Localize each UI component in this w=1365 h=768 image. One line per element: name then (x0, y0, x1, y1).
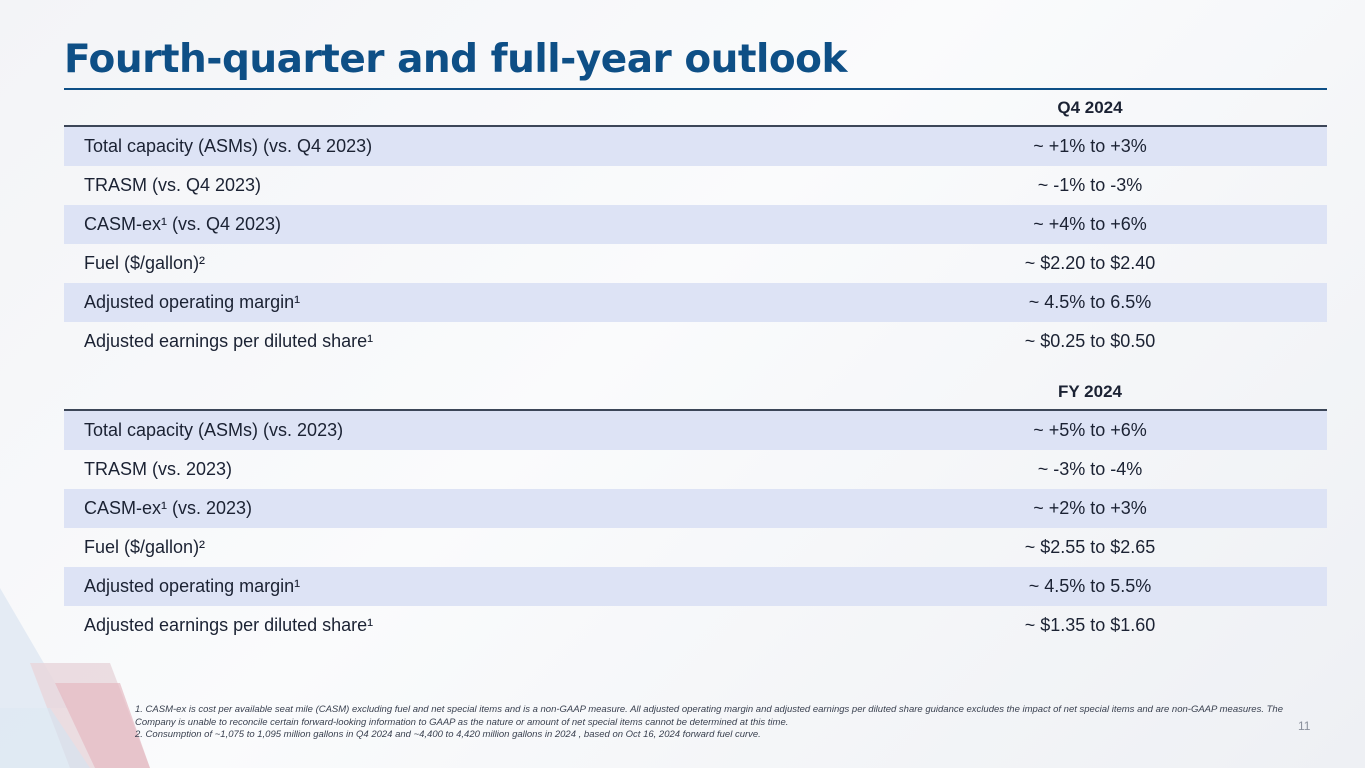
metric-label: Adjusted operating margin¹ (84, 292, 301, 312)
page-title: Fourth-quarter and full-year outlook (64, 37, 847, 82)
metric-value: ~ $2.20 to $2.40 (1024, 253, 1156, 273)
table-row: Total capacity (ASMs) (vs. Q4 2023) ~ +1… (64, 127, 1327, 166)
footnote-1: 1. CASM-ex is cost per available seat mi… (135, 704, 1283, 728)
period-header: FY 2024 (64, 374, 1327, 411)
title-divider (64, 88, 1327, 90)
metric-label: Adjusted operating margin¹ (84, 576, 301, 596)
footnotes: 1. CASM-ex is cost per available seat mi… (135, 704, 1285, 742)
table-row: Fuel ($/gallon)² ~ $2.20 to $2.40 (64, 244, 1327, 283)
metric-value: ~ +2% to +3% (1033, 498, 1147, 518)
metric-value: ~ -1% to -3% (1037, 175, 1143, 195)
table-row: Adjusted earnings per diluted share¹ ~ $… (64, 322, 1327, 361)
metric-value: ~ +5% to +6% (1033, 420, 1147, 440)
metric-label: Adjusted earnings per diluted share¹ (84, 615, 374, 635)
table-row: Adjusted earnings per diluted share¹ ~ $… (64, 606, 1327, 645)
table-row: TRASM (vs. 2023) ~ -3% to -4% (64, 450, 1327, 489)
table-row: Fuel ($/gallon)² ~ $2.55 to $2.65 (64, 528, 1327, 567)
metric-value: ~ +4% to +6% (1033, 214, 1147, 234)
metric-label: CASM-ex¹ (vs. Q4 2023) (84, 214, 282, 234)
metric-label: TRASM (vs. 2023) (84, 459, 233, 479)
outlook-section-fy: FY 2024 Total capacity (ASMs) (vs. 2023)… (64, 374, 1327, 645)
metric-label: Fuel ($/gallon)² (84, 253, 206, 273)
metric-label: TRASM (vs. Q4 2023) (84, 175, 262, 195)
period-header: Q4 2024 (64, 90, 1327, 127)
metric-label: Total capacity (ASMs) (vs. 2023) (84, 420, 344, 440)
metric-value: ~ $2.55 to $2.65 (1024, 537, 1156, 557)
metric-label: Adjusted earnings per diluted share¹ (84, 331, 374, 351)
page-number: 11 (1298, 719, 1311, 733)
metric-label: CASM-ex¹ (vs. 2023) (84, 498, 253, 518)
table-row: Adjusted operating margin¹ ~ 4.5% to 6.5… (64, 283, 1327, 322)
metric-value: ~ $1.35 to $1.60 (1024, 615, 1156, 635)
section-gap (64, 361, 1327, 374)
metric-value: ~ 4.5% to 5.5% (1028, 576, 1152, 596)
outlook-section-q4: Q4 2024 Total capacity (ASMs) (vs. Q4 20… (64, 90, 1327, 361)
table-row: Total capacity (ASMs) (vs. 2023) ~ +5% t… (64, 411, 1327, 450)
table-row: CASM-ex¹ (vs. 2023) ~ +2% to +3% (64, 489, 1327, 528)
metric-value: ~ +1% to +3% (1033, 136, 1147, 156)
period-label: Q4 2024 (1057, 97, 1123, 117)
footnote-2: 2. Consumption of ~1,075 to 1,095 millio… (135, 729, 761, 740)
metric-label: Fuel ($/gallon)² (84, 537, 206, 557)
outlook-table: Q4 2024 Total capacity (ASMs) (vs. Q4 20… (64, 90, 1327, 645)
table-row: Adjusted operating margin¹ ~ 4.5% to 5.5… (64, 567, 1327, 606)
brand-decoration (0, 588, 150, 768)
metric-value: ~ 4.5% to 6.5% (1028, 292, 1152, 312)
table-row: TRASM (vs. Q4 2023) ~ -1% to -3% (64, 166, 1327, 205)
period-label: FY 2024 (1058, 381, 1122, 401)
metric-value: ~ -3% to -4% (1037, 459, 1143, 479)
metric-label: Total capacity (ASMs) (vs. Q4 2023) (84, 136, 373, 156)
metric-value: ~ $0.25 to $0.50 (1024, 331, 1156, 351)
table-row: CASM-ex¹ (vs. Q4 2023) ~ +4% to +6% (64, 205, 1327, 244)
